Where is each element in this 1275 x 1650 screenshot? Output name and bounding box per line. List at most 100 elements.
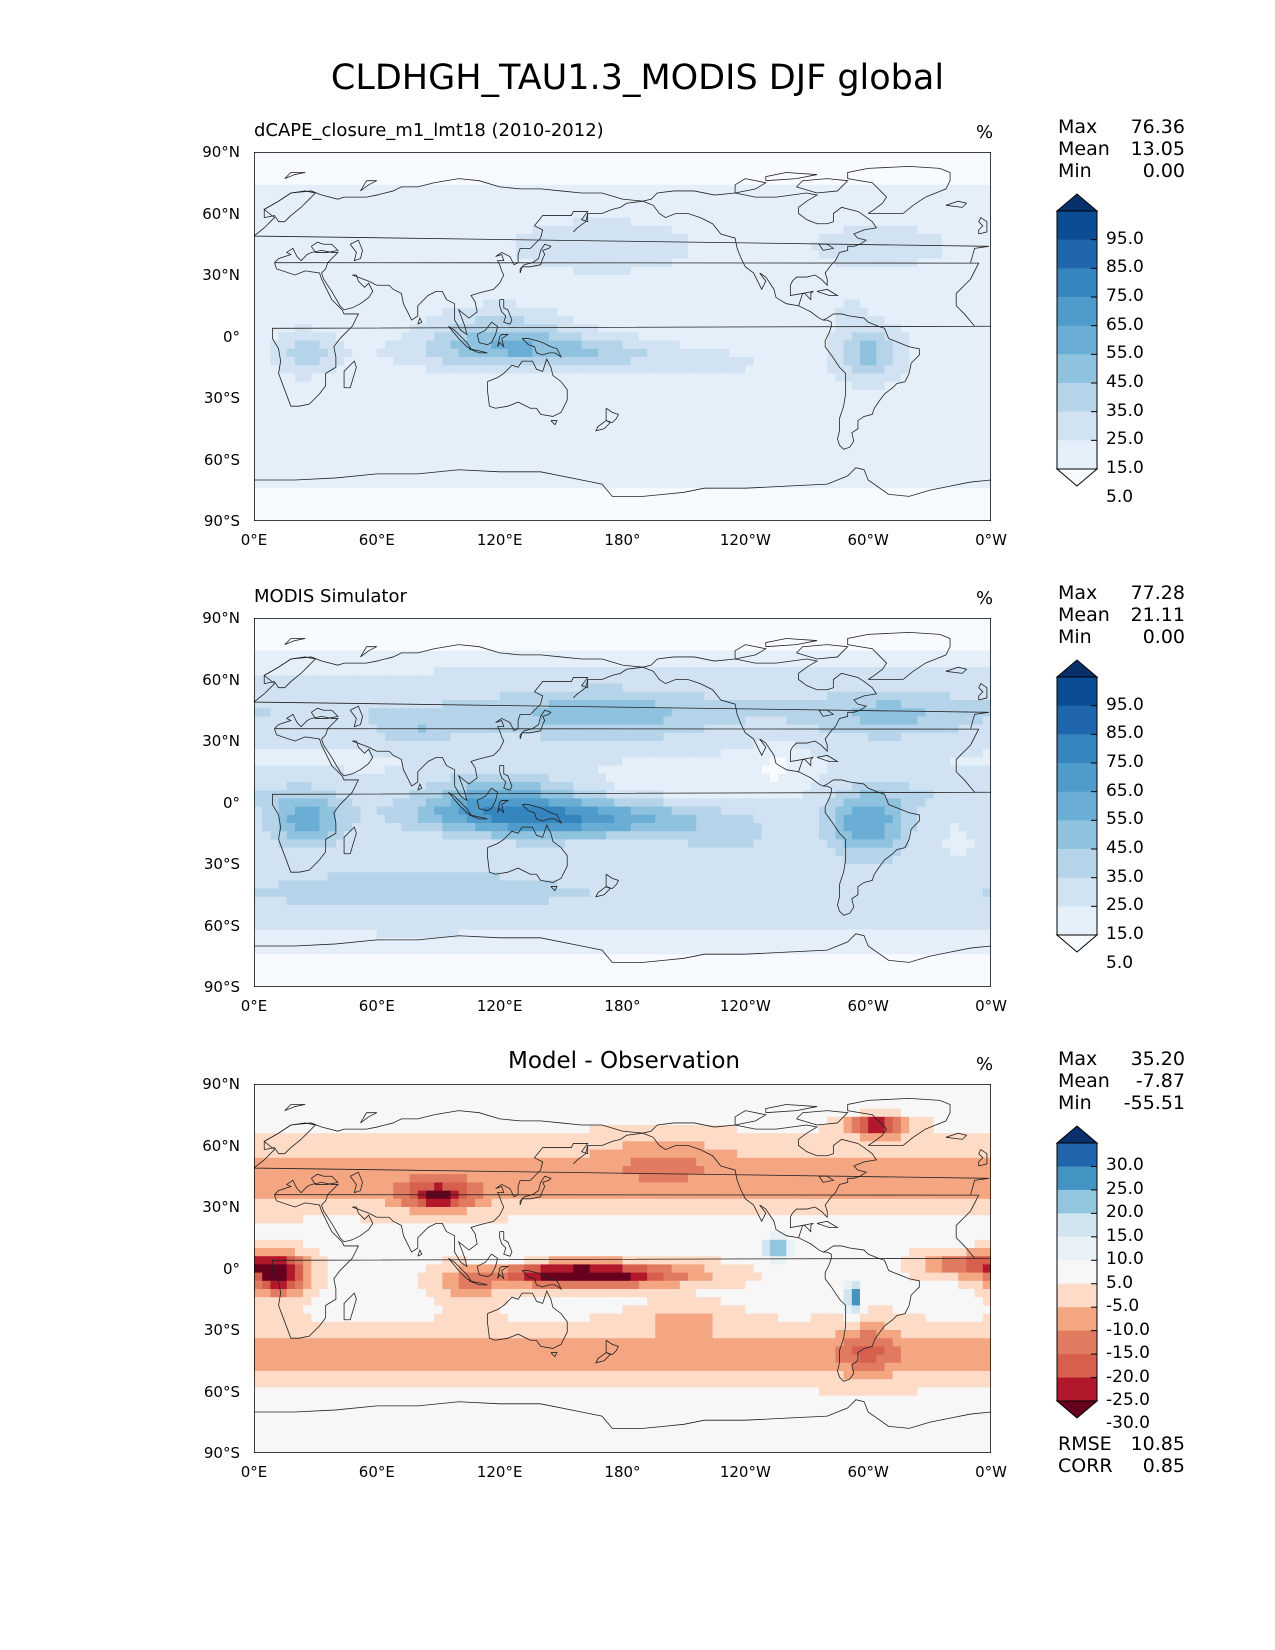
field-cell (737, 225, 746, 235)
field-cell (843, 225, 853, 235)
field-cell (900, 307, 910, 317)
field-cell (352, 675, 362, 685)
field-cell (606, 626, 615, 635)
field-cell (442, 365, 452, 374)
field-cell (941, 225, 951, 235)
field-cell (622, 266, 632, 276)
field-cell (647, 650, 656, 660)
field-cell (589, 642, 599, 652)
field-cell (368, 193, 378, 202)
field-cell (753, 650, 763, 660)
field-cell (606, 275, 615, 284)
field-cell (933, 463, 943, 473)
field-cell (556, 250, 566, 260)
field-cell (941, 488, 951, 497)
field-cell (753, 283, 763, 292)
field-cell (507, 365, 517, 374)
field-cell (254, 307, 263, 317)
field-cell (597, 406, 607, 415)
field-cell (466, 488, 476, 497)
field-cell (638, 373, 648, 383)
field-cell (761, 250, 771, 260)
field-cell (565, 389, 574, 399)
field-cell (647, 275, 656, 284)
field-cell (327, 201, 337, 210)
field-cell (475, 209, 484, 219)
field-cell (548, 455, 558, 465)
field-cell (565, 340, 574, 350)
field-cell (712, 365, 722, 374)
field-cell (311, 447, 321, 456)
field-cell (393, 675, 402, 685)
field-cell (778, 373, 787, 383)
field-cell (614, 357, 624, 366)
field-cell (671, 512, 681, 521)
field-cell (606, 455, 615, 465)
field-cell (368, 683, 378, 693)
field-cell (352, 234, 362, 243)
field-cell (982, 258, 991, 268)
field-cell (311, 398, 321, 407)
field-cell (933, 168, 943, 178)
field-cell (376, 447, 386, 456)
field-cell (434, 168, 443, 178)
field-cell (753, 430, 763, 440)
field-cell (966, 471, 976, 481)
field-cell (876, 266, 886, 276)
field-cell (909, 266, 918, 276)
field-cell (925, 650, 935, 660)
field-cell (868, 291, 877, 301)
field-cell (982, 642, 991, 652)
field-cell (958, 184, 968, 194)
field-cell (704, 447, 714, 456)
field-cell (630, 496, 640, 506)
field-cell (344, 512, 353, 521)
field-cell (565, 275, 574, 284)
field-cell (909, 447, 918, 456)
field-cell (270, 160, 280, 169)
field-cell (843, 381, 853, 391)
field-cell (581, 184, 591, 194)
field-cell (556, 324, 566, 333)
field-cell (647, 316, 656, 325)
field-cell (876, 168, 886, 178)
field-cell (417, 160, 427, 169)
field-cell (327, 634, 337, 644)
field-cell (679, 316, 689, 325)
field-cell (573, 299, 583, 309)
field-cell (622, 160, 632, 169)
field-cell (647, 422, 656, 432)
field-cell (335, 176, 345, 186)
field-cell (769, 152, 779, 161)
field-cell (728, 642, 738, 652)
field-cell (810, 659, 820, 668)
field-cell (376, 667, 386, 676)
field-cell (548, 618, 558, 627)
field-cell (597, 348, 607, 358)
field-cell (450, 430, 460, 440)
field-cell (524, 406, 534, 415)
field-cell (499, 691, 509, 701)
field-cell (966, 201, 976, 210)
field-cell (925, 659, 935, 668)
field-cell (868, 471, 877, 481)
field-cell (524, 447, 534, 456)
field-cell (401, 683, 411, 693)
field-cell (982, 439, 991, 448)
field-cell (769, 201, 779, 210)
field-cell (909, 152, 918, 161)
field-cell (311, 250, 321, 260)
field-cell (622, 283, 632, 292)
field-cell (647, 480, 656, 489)
field-cell (704, 299, 714, 309)
field-cell (319, 283, 329, 292)
field-cell (794, 357, 804, 366)
field-cell (843, 496, 853, 506)
field-cell (466, 406, 476, 415)
field-cell (311, 406, 321, 415)
field-cell (941, 634, 951, 644)
field-cell (737, 447, 746, 456)
field-cell (688, 675, 697, 685)
field-cell (974, 340, 984, 350)
field-cell (892, 184, 902, 194)
